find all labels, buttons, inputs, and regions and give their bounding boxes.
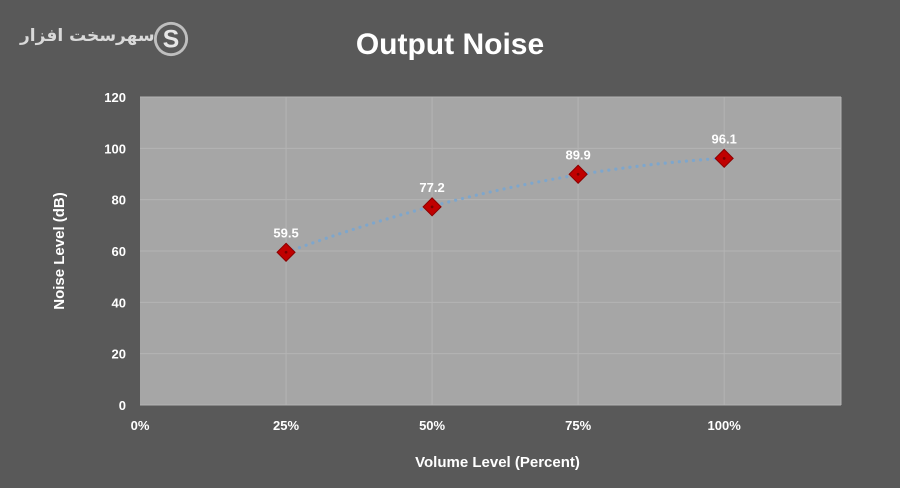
brand-logo-text-main: سهر bbox=[116, 26, 155, 46]
data-label: 89.9 bbox=[565, 147, 590, 162]
x-tick-label: 0% bbox=[131, 418, 150, 433]
trendline bbox=[284, 156, 726, 255]
y-tick-label: 80 bbox=[112, 193, 126, 208]
brand-logo-letter: S bbox=[163, 27, 179, 54]
trendline-layer bbox=[284, 156, 726, 255]
y-tick-label: 0 bbox=[119, 398, 126, 413]
y-axis-title: Noise Level (dB) bbox=[51, 192, 68, 310]
data-label: 77.2 bbox=[419, 180, 444, 195]
chart-title: Output Noise bbox=[355, 28, 545, 61]
data-point-layer: 59.5 77.2 89.9 96.1 bbox=[273, 131, 737, 262]
data-point-center bbox=[722, 156, 726, 160]
x-axis-title: Volume Level (Percent) bbox=[415, 454, 580, 471]
data-label: 59.5 bbox=[273, 225, 298, 240]
data-point-center bbox=[576, 172, 580, 176]
data-label: 96.1 bbox=[712, 131, 737, 146]
x-tick-label: 100% bbox=[708, 418, 742, 433]
brand-logo-text: سهرسخت افزار bbox=[20, 26, 155, 46]
y-tick-label: 60 bbox=[112, 244, 126, 259]
y-tick-label: 40 bbox=[112, 295, 126, 310]
brand-logo-icon: S bbox=[153, 21, 189, 57]
brand-logo-text-rest: سخت افزار bbox=[20, 26, 117, 46]
y-tick-label: 120 bbox=[104, 90, 126, 105]
x-tick-label: 25% bbox=[273, 418, 299, 433]
x-tick-label: 75% bbox=[565, 418, 591, 433]
data-point-center bbox=[430, 205, 434, 209]
axis-layer: 0 20 40 60 80 100 120 0% 25% 50% 75% 100% bbox=[104, 90, 741, 433]
x-tick-label: 50% bbox=[419, 418, 445, 433]
y-tick-label: 100 bbox=[104, 141, 126, 156]
y-tick-label: 20 bbox=[112, 347, 126, 362]
data-point-center bbox=[284, 250, 288, 254]
